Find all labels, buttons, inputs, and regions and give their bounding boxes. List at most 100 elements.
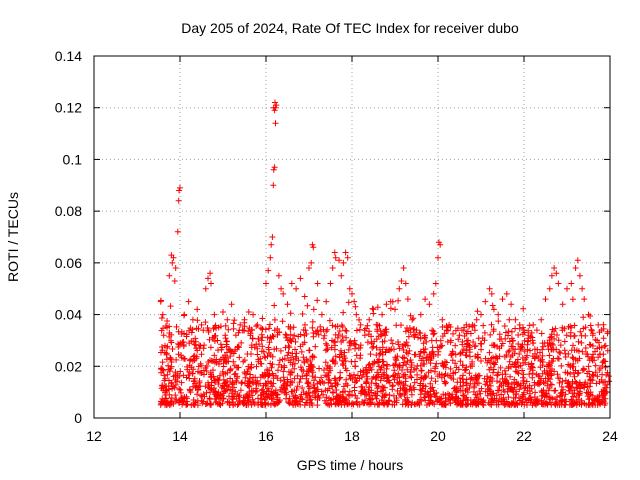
data-point (252, 389, 259, 395)
data-point (330, 389, 337, 395)
data-point (247, 371, 254, 378)
data-point (180, 355, 187, 362)
data-point (506, 347, 513, 354)
data-point (177, 368, 184, 375)
data-point (230, 320, 237, 327)
data-point (482, 355, 489, 362)
data-point (515, 332, 522, 338)
data-point (159, 347, 166, 354)
data-point (522, 359, 529, 366)
data-point (565, 351, 572, 357)
data-point (202, 383, 209, 390)
data-point (558, 401, 565, 408)
data-point (509, 352, 516, 359)
data-point (338, 338, 345, 345)
data-point (520, 305, 527, 312)
data-point (175, 197, 182, 204)
data-point (574, 257, 581, 264)
data-point (409, 316, 416, 323)
data-point (246, 391, 253, 397)
data-point (547, 341, 554, 348)
data-point (364, 322, 371, 329)
data-point (173, 356, 180, 363)
data-point (538, 330, 545, 337)
data-point (436, 395, 443, 402)
data-point (198, 362, 205, 369)
data-point (324, 387, 331, 394)
data-point (329, 357, 336, 364)
data-point (459, 338, 466, 345)
data-point (173, 396, 180, 403)
data-point (584, 351, 591, 358)
data-point (378, 397, 385, 404)
data-point (266, 339, 273, 346)
data-point (336, 354, 343, 360)
data-point (343, 328, 350, 334)
data-point (281, 382, 288, 389)
data-point (220, 309, 226, 315)
data-point (523, 378, 530, 385)
data-point (587, 376, 594, 383)
data-point (570, 355, 577, 362)
data-point (205, 384, 212, 391)
data-point (320, 335, 327, 342)
x-tick-label: 14 (172, 428, 188, 444)
data-point (281, 362, 288, 369)
data-point (276, 357, 283, 364)
data-point (346, 285, 353, 292)
data-point (402, 388, 409, 395)
data-point (508, 328, 515, 335)
data-point (192, 399, 199, 406)
data-point (382, 326, 389, 333)
data-point (169, 259, 176, 266)
data-point (206, 336, 213, 343)
data-point (417, 348, 424, 355)
data-point (259, 396, 266, 403)
data-point (208, 280, 214, 287)
data-point (166, 391, 173, 398)
data-point (499, 296, 506, 303)
data-point (186, 340, 193, 347)
data-point (589, 343, 596, 349)
data-point (373, 352, 380, 358)
data-point (297, 393, 304, 400)
data-point (376, 363, 383, 370)
data-point (202, 285, 209, 292)
data-point (402, 328, 409, 335)
data-point (596, 378, 603, 385)
data-point (217, 341, 224, 348)
data-point (196, 345, 203, 351)
data-point (571, 322, 578, 329)
data-point (246, 325, 253, 331)
data-point (470, 399, 477, 405)
data-point (236, 354, 243, 361)
data-point (207, 270, 214, 277)
data-point (568, 324, 575, 331)
data-point (493, 355, 500, 361)
data-point (520, 394, 527, 400)
data-point (318, 388, 325, 395)
data-point (269, 353, 276, 360)
data-point (306, 265, 312, 271)
data-point (351, 384, 358, 391)
data-point (369, 375, 376, 382)
data-point (512, 325, 519, 332)
data-point (417, 311, 424, 318)
data-point (366, 392, 373, 399)
data-point (391, 376, 398, 383)
data-point (392, 361, 399, 368)
data-point (495, 318, 502, 325)
data-point (542, 392, 549, 399)
data-point (339, 357, 346, 364)
data-point (384, 363, 391, 369)
data-point (287, 331, 294, 338)
data-point (216, 400, 223, 407)
data-point (569, 296, 576, 303)
data-point (340, 383, 347, 390)
data-point (498, 398, 504, 405)
data-point (398, 278, 405, 284)
data-point (386, 377, 392, 384)
data-point (598, 388, 605, 395)
data-point (340, 362, 347, 369)
data-point (212, 388, 219, 395)
